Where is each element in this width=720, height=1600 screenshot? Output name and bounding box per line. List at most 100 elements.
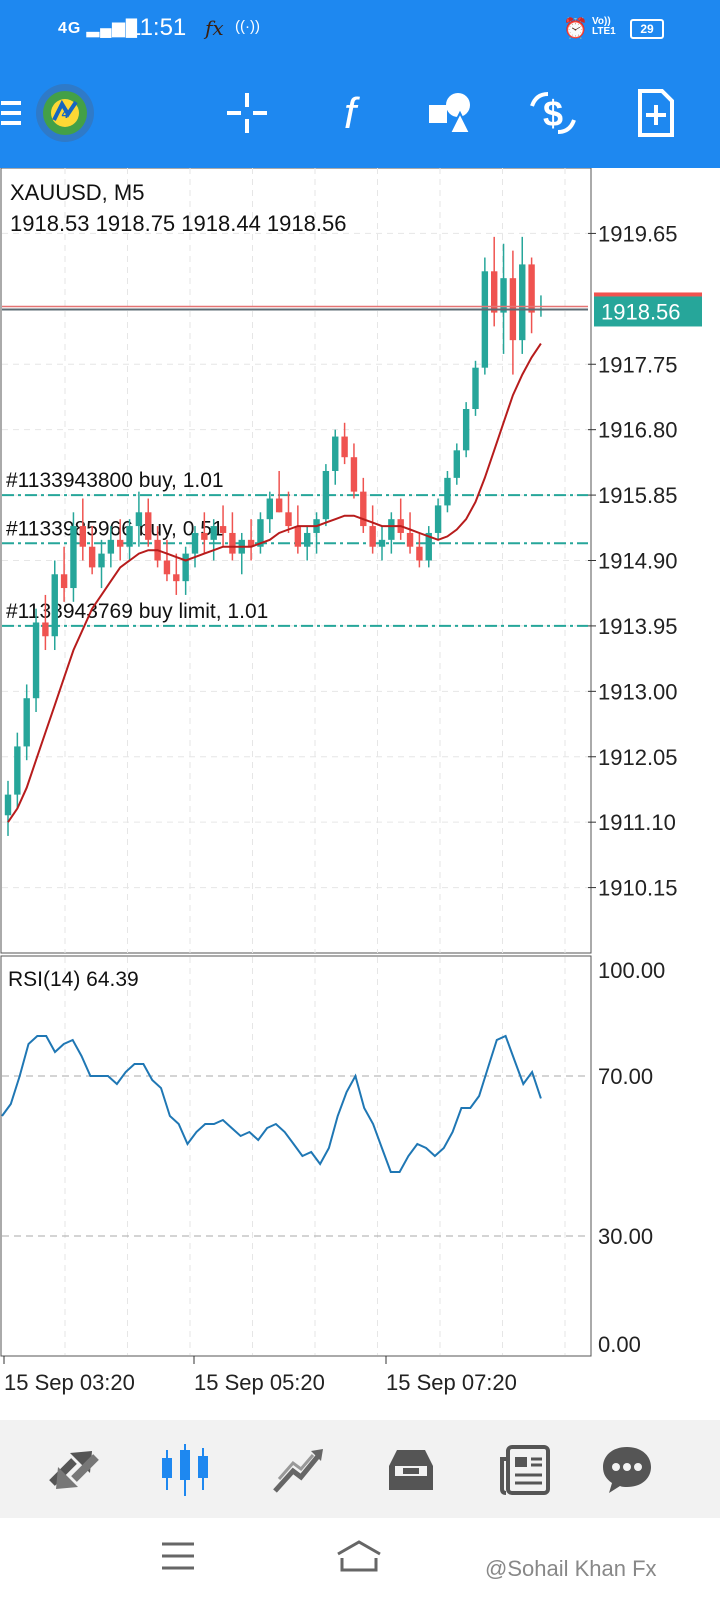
time-tick-label: 15 Sep 03:20 [4,1370,135,1395]
menu-icon[interactable] [0,83,24,143]
candle-body [257,519,264,547]
quotes-tab-icon[interactable] [44,1440,104,1500]
candle-body [285,512,292,527]
price-tick-label: 1917.75 [598,352,678,377]
candle-body [107,539,115,554]
candle-body [416,546,423,561]
candle-body [360,491,367,527]
price-tick-label: 1914.90 [598,549,678,574]
price-tick-label: 1915.85 [598,483,678,508]
recent-apps-icon[interactable] [160,1540,196,1572]
price-axis: 1919.65 1917.75 1916.80 1915.85 1914.90 1913.… [588,221,678,901]
price-tick-label: 1913.00 [598,679,678,704]
candle-body [51,574,58,637]
metatrader-logo[interactable]: 4 [33,83,97,143]
candle-body [42,622,49,637]
candle-body [247,539,255,547]
symbol-label: XAUUSD, M5 [10,180,144,205]
candle-body [60,574,68,589]
candle-body [462,409,470,451]
candle-body [219,526,227,533]
rsi-tick-label: 70.00 [598,1064,653,1089]
candle-body [332,436,339,471]
candle-body [145,512,152,540]
svg-text:$: $ [543,93,563,134]
candle-body [70,526,77,589]
candle-body [14,746,21,795]
chat-tab-icon[interactable] [597,1440,657,1500]
new-order-icon[interactable] [630,83,682,143]
order-label: #1133943800 buy, 1.01 [6,469,224,492]
time-tick-label: 15 Sep 05:20 [194,1370,325,1395]
price-tick-label: 1912.05 [598,745,678,770]
history-tab-icon[interactable] [381,1440,441,1500]
home-icon[interactable] [334,1538,384,1574]
candle-body [210,526,217,540]
ohlc-values: 1918.53 1918.75 1918.44 1918.56 [10,211,346,236]
system-navigation [0,1518,720,1600]
price-tick-label: 1916.80 [598,418,678,443]
candle-body [369,526,376,547]
candle-body [201,532,208,540]
candle-body [23,698,30,747]
order-label: #1133943769 buy limit, 1.01 [6,600,268,623]
time-tick-label: 15 Sep 07:20 [386,1370,517,1395]
trade-tab-icon[interactable] [268,1440,328,1500]
candle-body [275,498,283,513]
candle-body [406,532,414,547]
indicators-icon[interactable]: f [325,83,375,143]
candle-body [425,532,432,561]
news-tab-icon[interactable] [494,1440,554,1500]
price-tick-label: 1913.95 [598,614,678,639]
chart-area[interactable]: #1133943800 buy, 1.01 #1133985966 buy, 0.… [0,167,720,1420]
time-axis: 15 Sep 03:20 15 Sep 05:20 15 Sep 07:20 [3,1356,517,1395]
price-tick-label: 1911.10 [598,810,676,835]
current-price-tag [594,296,702,327]
candle-body [191,532,199,554]
objects-icon[interactable] [425,83,475,143]
order-lines: #1133943800 buy, 1.01 #1133985966 buy, 0.… [2,469,588,627]
current-price-line: 1918.56 [2,292,702,327]
candle-body [173,574,180,582]
candle-body [304,532,311,547]
candle-body [519,264,526,341]
candle-body [79,526,86,547]
price-tick-label: 1919.65 [598,221,678,246]
hotspot-icon: ((·)) [235,18,260,35]
crosshair-icon[interactable] [222,83,272,143]
price-tick-label: 1910.15 [598,876,678,901]
rsi-tick-label: 30.00 [598,1224,653,1249]
candle-body [126,526,133,547]
candle-body [229,532,236,554]
candle-body [163,560,171,575]
volte-indicator: Vo)) LTE1 [592,16,616,37]
candle-body [32,622,40,699]
alarm-icon: ⏰ [563,18,588,40]
price-chart[interactable]: #1133943800 buy, 1.01 #1133985966 buy, 0.… [0,167,720,1420]
battery-indicator: 29 [630,19,664,39]
rsi-line [1,1034,542,1173]
chart-tab-icon[interactable] [156,1440,216,1500]
moving-average-line [7,343,542,823]
candle-body [4,794,12,816]
symbols-icon[interactable]: $ [526,83,580,143]
app-toolbar: 4 f $ [0,58,720,168]
candle-body [135,512,143,527]
candle-body [444,477,451,506]
candle-body [528,264,535,313]
candle-body [182,553,189,582]
candle-body [98,553,105,568]
candle-body [453,450,460,478]
rsi-panel-frame [0,955,592,1357]
candle-body [388,519,395,540]
candle-body [266,498,273,520]
rsi-indicator: 100.00 70.00 30.00 0.00 [1,958,665,1357]
candle-body [378,539,386,547]
fx-notification-icon: fx [205,16,224,40]
current-price-label: 1918.56 [601,299,681,324]
status-time: 11:51 [128,14,187,41]
status-bar: 4G ▂▄▆█ 11:51 fx ((·)) ⏰ Vo)) LTE1 29 [0,0,720,58]
signal-indicator: 4G ▂▄▆█ [58,20,139,37]
candle-body [350,457,358,492]
candle-body [322,470,330,520]
